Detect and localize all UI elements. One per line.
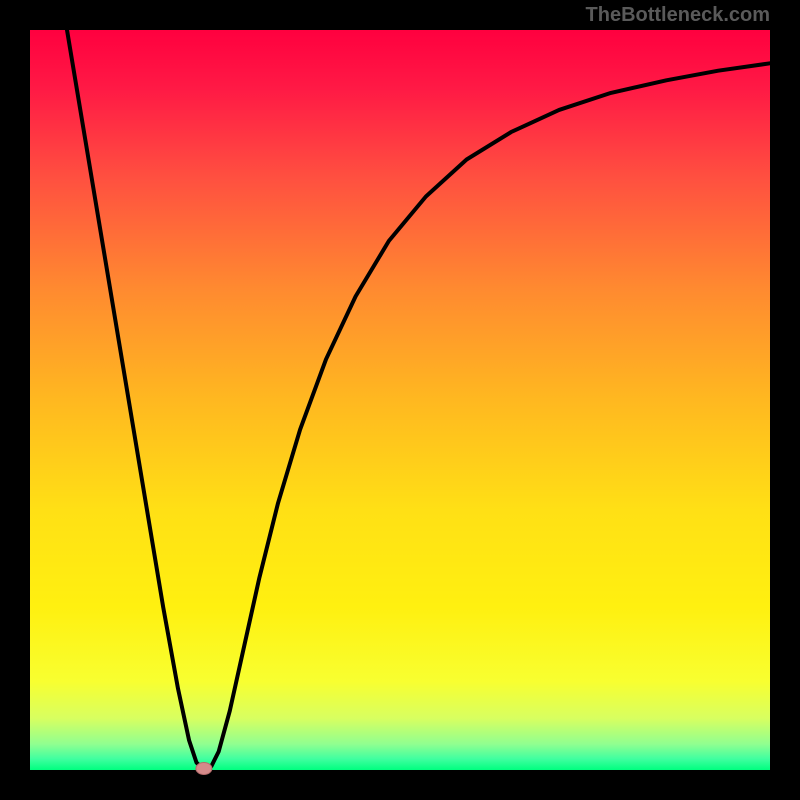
plot-background bbox=[30, 30, 770, 770]
optimal-point-marker bbox=[196, 763, 212, 775]
chart-container: TheBottleneck.com bbox=[0, 0, 800, 800]
watermark-text: TheBottleneck.com bbox=[586, 4, 770, 27]
chart-svg bbox=[0, 0, 800, 800]
